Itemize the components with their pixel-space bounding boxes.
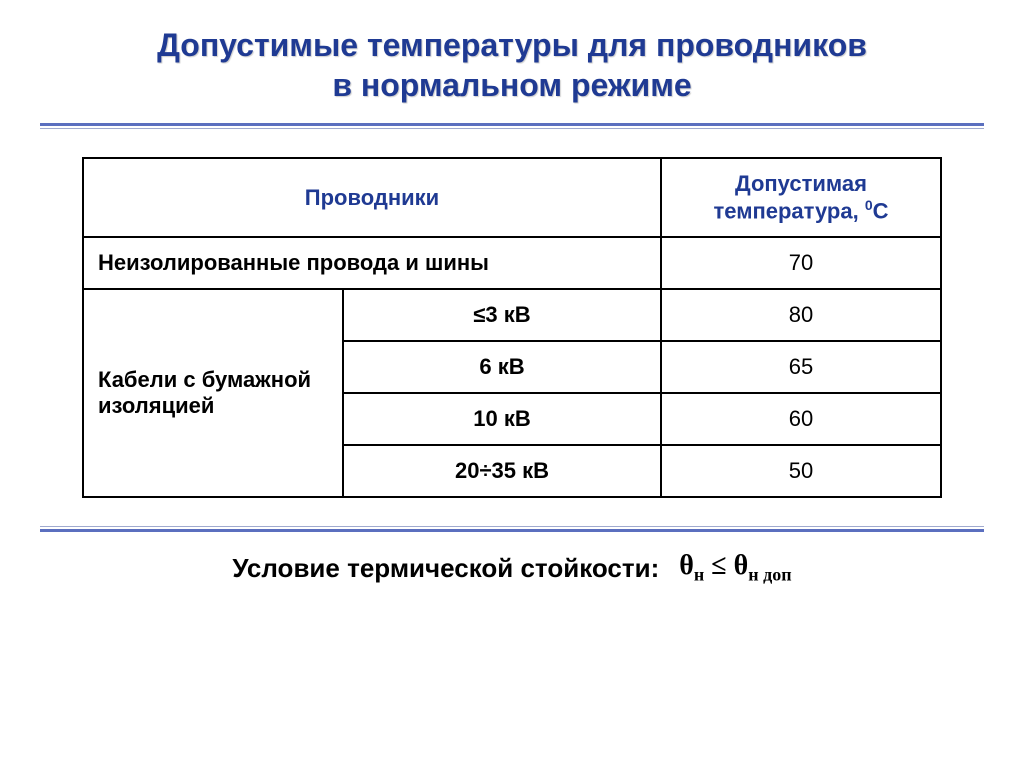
header-conductors: Проводники [83,158,661,237]
volt-cell: ≤3 кВ [343,289,661,341]
page-title: Допустимые температуры для проводников в… [50,25,974,105]
temp-cell: 80 [661,289,941,341]
row-uninsulated-label: Неизолированные провода и шины [83,237,661,289]
condition-formula: θн ≤ θн доп [679,550,791,586]
table-row: Кабели с бумажной изоляцией ≤3 кВ 80 [83,289,941,341]
temp-cell: 60 [661,393,941,445]
temp-cell: 50 [661,445,941,497]
volt-cell: 6 кВ [343,341,661,393]
title-line-2: в нормальном режиме [332,67,691,103]
condition-label: Условие термической стойкости: [232,553,659,584]
temp-cell: 65 [661,341,941,393]
top-rule [40,123,984,129]
table-header-row: Проводники Допустимая температура, 0С [83,158,941,237]
row-uninsulated-value: 70 [661,237,941,289]
volt-cell: 20÷35 кВ [343,445,661,497]
title-line-1: Допустимые температуры для проводников [157,27,867,63]
row-group-label: Кабели с бумажной изоляцией [83,289,343,497]
table-row: Неизолированные провода и шины 70 [83,237,941,289]
temperature-table: Проводники Допустимая температура, 0С Не… [82,157,942,498]
header-temperature: Допустимая температура, 0С [661,158,941,237]
bottom-rule [40,526,984,532]
volt-cell: 10 кВ [343,393,661,445]
condition-row: Условие термической стойкости: θн ≤ θн д… [50,550,974,586]
